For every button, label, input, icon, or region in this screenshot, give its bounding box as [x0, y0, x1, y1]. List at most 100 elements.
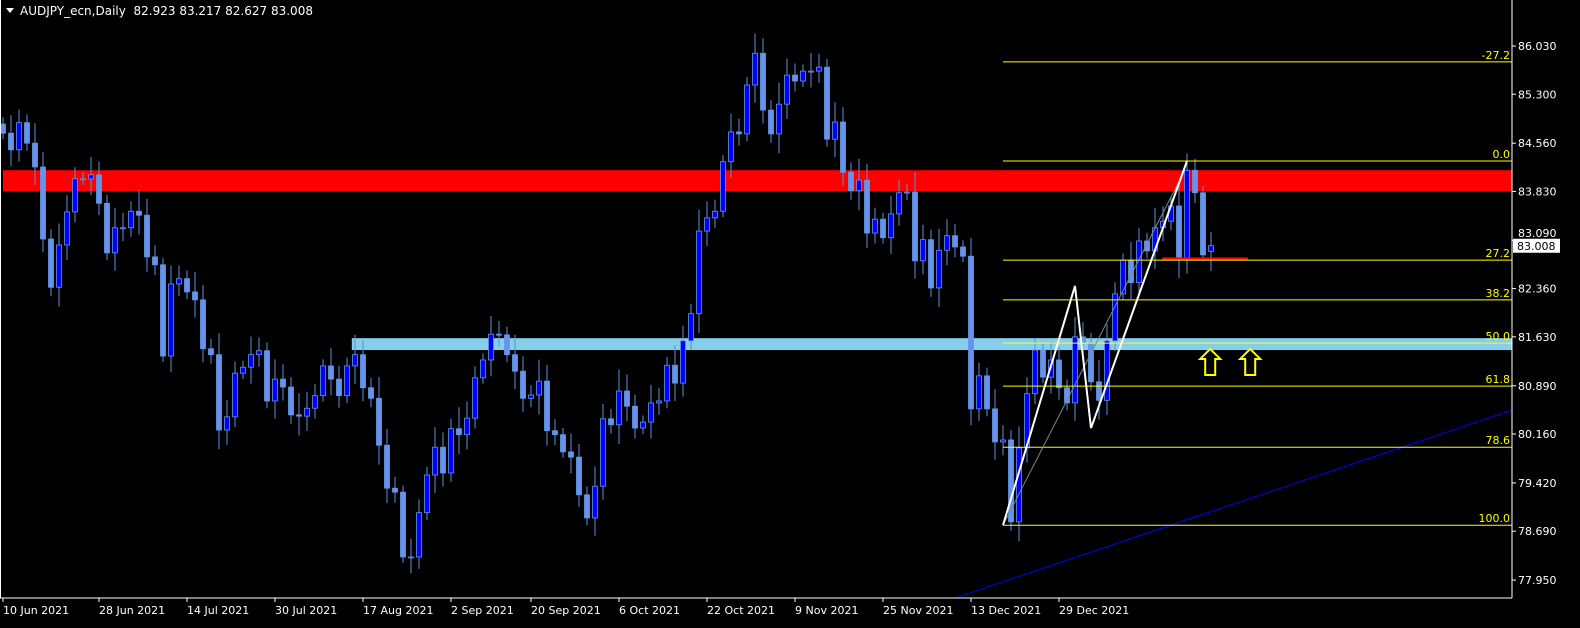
candle-body	[1008, 439, 1014, 523]
candle	[320, 359, 326, 402]
candle	[696, 209, 702, 334]
candle	[1152, 207, 1158, 269]
candle-body	[632, 405, 638, 429]
candle	[400, 485, 406, 563]
candle	[816, 53, 822, 84]
candle	[456, 407, 462, 455]
candle	[416, 499, 422, 569]
candle	[928, 229, 934, 297]
fib-level-label: 50.0	[1486, 330, 1511, 343]
candle	[1104, 324, 1110, 416]
candle	[632, 394, 638, 439]
candle-body	[216, 354, 222, 431]
candle	[1016, 426, 1022, 542]
candle-body	[272, 378, 278, 402]
candle	[952, 224, 958, 258]
date-tick-label: 6 Oct 2021	[619, 604, 680, 617]
candle	[32, 123, 38, 185]
candle-body	[240, 366, 246, 374]
candle	[312, 384, 318, 419]
candle	[1096, 360, 1102, 420]
candle-body	[168, 283, 174, 357]
candle-body	[744, 84, 750, 135]
candle	[648, 384, 654, 439]
candle	[224, 400, 230, 445]
candle	[656, 387, 662, 415]
candle-body	[928, 239, 934, 289]
candle-body	[368, 387, 374, 399]
candle	[704, 201, 710, 246]
candle	[1064, 379, 1070, 411]
candle-body	[32, 142, 38, 168]
candle	[880, 212, 886, 244]
dropdown-triangle-icon[interactable]	[6, 8, 14, 13]
candle	[496, 320, 502, 347]
candle-body	[1120, 259, 1126, 295]
candle	[1208, 231, 1214, 271]
candle	[176, 265, 182, 296]
candle-body	[64, 211, 70, 246]
fib-level-label: 78.6	[1486, 434, 1511, 447]
candle	[856, 158, 862, 211]
candle-body	[720, 161, 726, 212]
candle-body	[704, 217, 710, 232]
candle-body	[776, 103, 782, 135]
candle-body	[856, 179, 862, 192]
candle-body	[840, 121, 846, 173]
candle	[752, 33, 758, 103]
candle-body	[712, 210, 718, 219]
candle-body	[152, 256, 158, 266]
candle	[64, 195, 70, 260]
candle	[136, 189, 142, 235]
candle-body	[696, 230, 702, 315]
candle-body	[416, 512, 422, 558]
candle	[1128, 241, 1134, 299]
candle	[792, 63, 798, 92]
candle-body	[968, 255, 974, 410]
candle	[840, 107, 846, 186]
fib-level-label: 0.0	[1493, 148, 1511, 161]
candle-body	[1032, 349, 1038, 395]
price-tick-label: 85.300	[1518, 88, 1557, 101]
candle	[1008, 430, 1014, 531]
candle	[520, 356, 526, 412]
candle	[728, 113, 734, 179]
candle-body	[288, 386, 294, 416]
up-arrow-icon	[1197, 347, 1223, 376]
candle	[368, 377, 374, 408]
date-tick-label: 10 Jun 2021	[3, 604, 69, 617]
candle-body	[496, 333, 502, 336]
candle-body	[256, 350, 262, 356]
candle	[96, 161, 102, 216]
candle	[872, 207, 878, 244]
candle	[592, 466, 598, 536]
candle-body	[24, 122, 30, 144]
candle-body	[400, 491, 406, 558]
candle	[688, 303, 694, 350]
candle-body	[328, 365, 334, 380]
candle	[48, 229, 54, 297]
candle-body	[784, 74, 790, 105]
date-tick-label: 9 Nov 2021	[795, 604, 858, 617]
candle-body	[976, 375, 982, 410]
candle	[1136, 227, 1142, 295]
zigzag-line	[1002, 160, 1188, 526]
candle	[800, 64, 806, 87]
candle	[0, 117, 6, 140]
candle-body	[1104, 340, 1110, 401]
candle-body	[1096, 381, 1102, 401]
candle-body	[112, 227, 118, 254]
candle	[720, 155, 726, 218]
candle	[240, 360, 246, 380]
candle-body	[160, 264, 166, 357]
candle-body	[1136, 240, 1142, 284]
price-tick-label: 81.630	[1518, 331, 1557, 344]
date-tick-label: 22 Oct 2021	[707, 604, 775, 617]
candle-body	[344, 365, 350, 397]
candle	[184, 270, 190, 300]
candle-body	[144, 214, 150, 258]
date-tick-label: 30 Jul 2021	[275, 604, 337, 617]
price-tick-label: 82.360	[1518, 283, 1557, 296]
candle-body	[320, 365, 326, 397]
